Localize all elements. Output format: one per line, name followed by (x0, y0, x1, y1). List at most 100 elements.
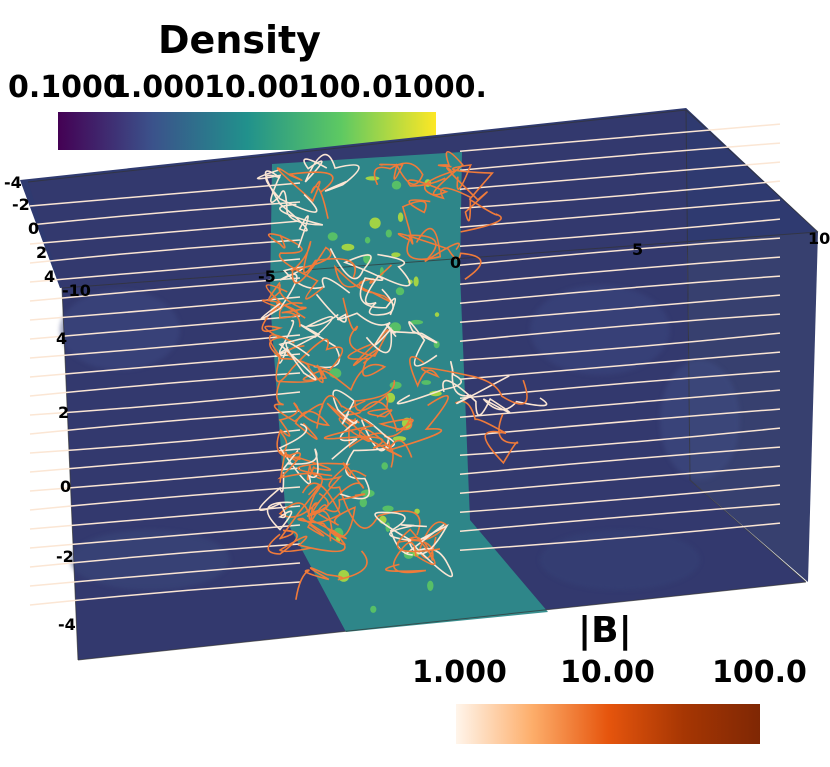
field-line (29, 448, 301, 473)
field-line (459, 465, 781, 495)
density-clump (392, 436, 407, 442)
field-line-tangled (385, 321, 438, 367)
magnetic-field-lines (29, 123, 781, 606)
density-clump (421, 380, 432, 385)
density-clump (365, 176, 380, 181)
field-line-tangled (364, 253, 411, 316)
field-line-tangled (331, 389, 358, 460)
z-tick-minus2: -2 (12, 195, 30, 214)
y-tick-minus4: -4 (58, 615, 76, 634)
y-tick-0: 0 (60, 477, 71, 496)
density-clump (341, 243, 355, 251)
density-colorbar-title: Density (158, 18, 321, 62)
field-line-tangled (354, 380, 396, 418)
field-line (29, 239, 301, 264)
field-line-tangled (396, 361, 510, 405)
field-line (459, 142, 781, 172)
field-line-tangled (274, 319, 341, 369)
field-line (459, 199, 781, 229)
field-line (459, 275, 781, 305)
density-clump (391, 180, 402, 190)
field-line (459, 522, 781, 552)
field-line-tangled (339, 418, 396, 500)
density-clump (359, 498, 367, 508)
density-clump (397, 212, 404, 222)
field-line (29, 524, 301, 549)
field-line-tangled (442, 379, 548, 416)
density-clump (429, 390, 442, 397)
bfield-colorbar-title: |B| (578, 610, 632, 651)
density-clump (369, 217, 381, 229)
field-line-tangled (297, 506, 356, 546)
field-line (459, 503, 781, 533)
density-clump (385, 229, 392, 238)
field-line (29, 543, 301, 568)
y-tick-4: 4 (56, 329, 67, 348)
x-tick-10: 10 (808, 229, 830, 248)
bfield-tick-1: 10.00 (560, 655, 655, 690)
field-line (29, 562, 301, 587)
density-clump (414, 508, 420, 514)
field-line-tangled (277, 451, 342, 524)
field-line (29, 201, 301, 226)
field-line (459, 484, 781, 514)
field-line-tangled (290, 240, 356, 284)
x-tick-0: 0 (450, 253, 461, 272)
field-line-tangled (405, 523, 453, 578)
field-line (459, 389, 781, 419)
field-line (29, 220, 301, 245)
field-line (29, 467, 301, 492)
field-line (459, 294, 781, 324)
density-clump (364, 236, 371, 244)
density-clump (389, 381, 402, 389)
density-clump (370, 605, 377, 613)
field-line-tangled (315, 293, 393, 354)
field-line (29, 353, 301, 378)
density-clump (427, 580, 434, 591)
field-line-tangled (401, 199, 460, 263)
field-line-tangled (278, 313, 339, 381)
field-line (459, 180, 781, 210)
field-line-tangled (407, 150, 464, 196)
field-line-tangled (455, 400, 519, 465)
field-line-tangled (316, 395, 394, 468)
field-line-tangled (267, 484, 320, 555)
field-line-tangled (323, 462, 367, 513)
density-clump (391, 252, 401, 258)
field-line-tangled (259, 472, 293, 531)
density-clump (395, 287, 405, 296)
field-line (29, 372, 301, 397)
field-line (459, 161, 781, 191)
field-line-tangled (303, 153, 360, 192)
field-line-tangled (268, 334, 344, 383)
field-line-tangled (397, 227, 482, 280)
field-line (459, 218, 781, 248)
field-line (29, 334, 301, 359)
density-tick-4: 1000. (392, 70, 487, 105)
field-line (459, 332, 781, 362)
field-line-tangled (276, 429, 332, 471)
density-tick-2: 10.00 (204, 70, 299, 105)
field-line-tangled (306, 465, 343, 537)
field-line-tangled (261, 284, 311, 368)
field-line-tangled (273, 364, 324, 423)
field-line (459, 237, 781, 267)
y-tick-2: 2 (58, 403, 69, 422)
field-line-tangled (342, 297, 389, 367)
field-line-tangled (373, 162, 424, 186)
bfield-colorbar-gradient (456, 704, 760, 744)
density-clump (382, 505, 394, 512)
z-tick-2: 2 (36, 243, 47, 262)
density-clump (434, 312, 440, 317)
field-line-tangled (276, 167, 334, 219)
field-line-tangled (409, 356, 528, 405)
field-line (29, 277, 301, 302)
bfield-tick-2: 100.0 (712, 655, 807, 690)
field-line-tangled (264, 170, 318, 249)
x-tick-minus5: -5 (258, 267, 276, 286)
field-line (29, 486, 301, 511)
density-clump (409, 319, 424, 325)
field-line (29, 182, 301, 207)
high-density-clumps (327, 176, 442, 613)
